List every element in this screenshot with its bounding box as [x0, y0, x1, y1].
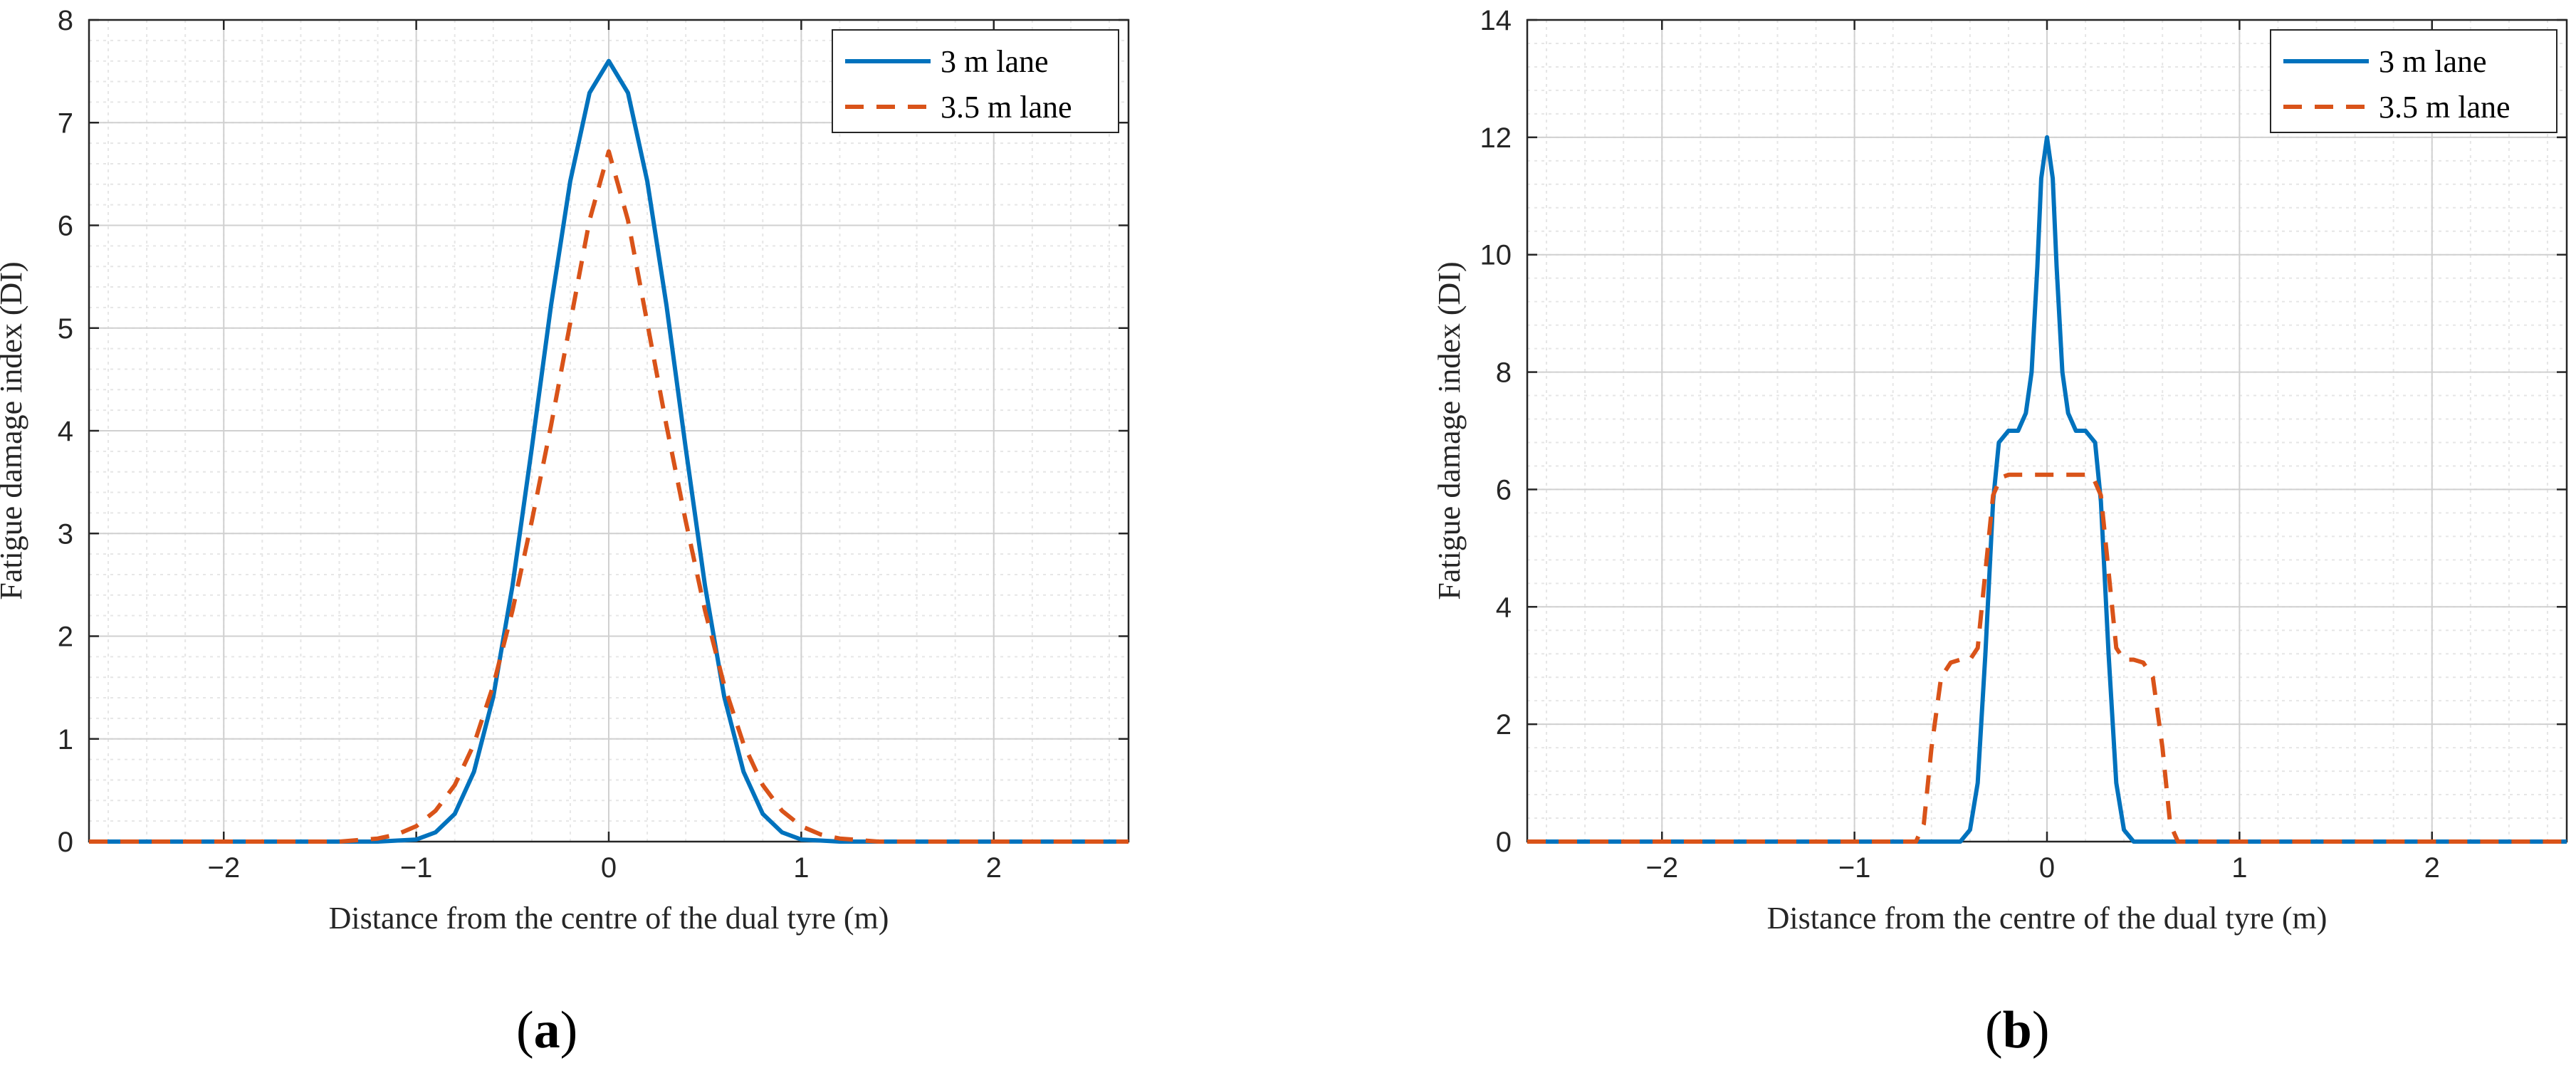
x-tick-label: 1 [2231, 852, 2247, 884]
y-axis-label: Fatigue damage index (DI) [1432, 261, 1467, 600]
legend-label: 3.5 m lane [941, 90, 1072, 125]
x-tick-label: −1 [1838, 852, 1871, 884]
series-line-3m-lane [1527, 135, 2567, 844]
y-tick-label: 2 [1496, 709, 1512, 740]
panel-label-a: (a) [516, 1001, 578, 1059]
y-tick-label: 0 [58, 827, 73, 858]
x-tick-label: −1 [400, 852, 433, 884]
y-tick-label: 1 [58, 724, 73, 755]
legend-label: 3.5 m lane [2379, 90, 2510, 125]
panel-label-b: (b) [1985, 1001, 2050, 1059]
x-tick-label: −2 [1645, 852, 1678, 884]
y-tick-label: 6 [58, 211, 73, 242]
legend: 3 m lane 3.5 m lane [2270, 29, 2557, 133]
y-tick-label: 5 [58, 313, 73, 345]
x-axis-label: Distance from the centre of the dual tyr… [1767, 901, 2328, 936]
y-tick-label: 4 [1496, 592, 1512, 623]
x-tick-label: −2 [207, 852, 240, 884]
series-line-3-5m-lane [1527, 472, 2567, 844]
x-tick-label: 0 [2039, 852, 2055, 884]
legend-box [2270, 29, 2557, 133]
chart-panel-0: −2 −1 0 1 2 0 1 2 3 4 5 6 7 8 Distance from the centre… [0, 5, 1130, 936]
legend-box [832, 29, 1119, 133]
x-tick-label: 1 [793, 852, 809, 884]
y-tick-label: 4 [58, 416, 73, 447]
y-tick-label: 10 [1480, 240, 1512, 271]
x-axis-label: Distance from the centre of the dual tyr… [329, 901, 889, 936]
x-tick-label: 2 [986, 852, 1002, 884]
y-tick-label: 6 [1496, 474, 1512, 506]
x-tick-label: 2 [2424, 852, 2440, 884]
y-tick-label: 3 [58, 518, 73, 550]
series-line-3-5m-lane [89, 149, 1129, 844]
y-tick-label: 8 [1496, 357, 1512, 389]
y-tick-label: 12 [1480, 122, 1512, 154]
x-tick-label: 0 [601, 852, 617, 884]
legend-label: 3 m lane [941, 44, 1049, 79]
y-axis-label: Fatigue damage index (DI) [0, 261, 28, 600]
y-tick-label: 0 [1496, 827, 1512, 858]
y-tick-label: 2 [58, 622, 73, 653]
y-tick-label: 7 [58, 108, 73, 139]
legend-label: 3 m lane [2379, 44, 2487, 79]
series-line-3m-lane [89, 58, 1129, 844]
y-tick-label: 8 [58, 5, 73, 36]
legend: 3 m lane 3.5 m lane [832, 29, 1119, 133]
y-tick-label: 14 [1480, 5, 1512, 36]
